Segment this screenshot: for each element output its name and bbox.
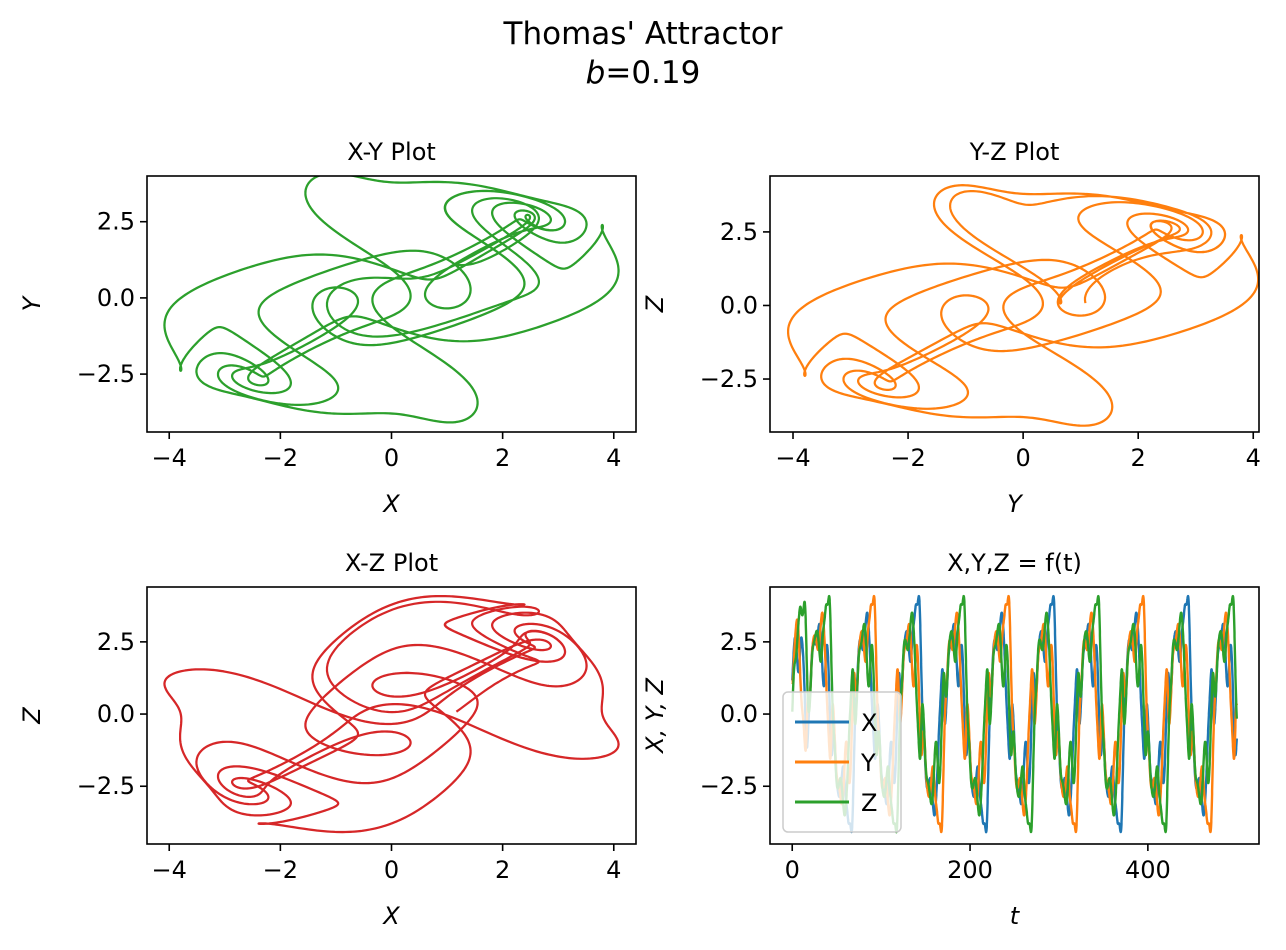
y-tick-label: −2.5 (700, 365, 758, 393)
x-tick-label: 4 (606, 444, 621, 472)
legend-label-z: Z (861, 789, 877, 817)
y-tick-label: 0.0 (97, 700, 135, 728)
subplot-1: −4 −2 0 2 4 −2.5 0.0 2.5 X-Y Plot X Y (18, 138, 637, 518)
x-tick-label: 0 (1015, 444, 1030, 472)
axes-frame (769, 175, 1260, 433)
x-tick-label: 400 (1125, 856, 1171, 884)
legend-label-y: Y (860, 749, 876, 777)
x-tick-label: 0 (384, 856, 399, 884)
y-axis-label: Z (18, 707, 46, 725)
x-tick-label: 2 (1131, 444, 1146, 472)
x-tick-label: 200 (947, 856, 993, 884)
plot-lines (163, 176, 620, 424)
subplot-4: 0 200 400 −2.5 0.0 2.5 X,Y,Z = f(t) t X, Y, Z XYZ (641, 549, 1260, 930)
x-axis-label: Y (1007, 490, 1024, 518)
subplot-title: Y-Z Plot (969, 138, 1060, 166)
subtitle-value: =0.19 (605, 55, 701, 91)
x-axis-label: X (381, 490, 400, 518)
y-tick-label: 0.0 (97, 284, 135, 312)
subplot-3: −4 −2 0 2 4 −2.5 0.0 2.5 X-Z Plot X Z (18, 549, 637, 930)
plot-lines (791, 594, 1238, 834)
plot-lines (163, 595, 620, 834)
xy-trajectory-line (163, 176, 620, 424)
subtitle-variable: b (585, 55, 606, 91)
x-tick-label: −2 (263, 856, 298, 884)
xz-trajectory-line (163, 595, 620, 834)
x-tick-label: −4 (152, 444, 187, 472)
x-tick-label: 4 (1246, 444, 1261, 472)
y-axis-label: X, Y, Z (641, 677, 669, 755)
x-axis-label: t (1010, 902, 1021, 930)
x-tick-label: −4 (775, 444, 810, 472)
subplot-title: X,Y,Z = f(t) (947, 549, 1082, 577)
y-tick-label: 2.5 (97, 208, 135, 236)
y-tick-label: −2.5 (700, 772, 758, 800)
y-axis-label: Y (18, 294, 46, 311)
figure-subtitle: b=0.19 (0, 55, 1286, 91)
axes-frame (769, 586, 1260, 845)
y-tick-label: 2.5 (97, 628, 135, 656)
x-tick-label: 0 (785, 856, 800, 884)
x-tick-label: −4 (152, 856, 187, 884)
y-tick-label: −2.5 (77, 360, 135, 388)
x-tick-label: −2 (263, 444, 298, 472)
series-line-z (791, 594, 1238, 834)
subplot-title: X-Z Plot (345, 549, 438, 577)
x-tick-label: 0 (384, 444, 399, 472)
subplot-title: X-Y Plot (347, 138, 436, 166)
y-tick-label: 0.0 (720, 291, 758, 319)
y-tick-label: 2.5 (720, 218, 758, 246)
x-tick-label: −2 (890, 444, 925, 472)
y-tick-label: 2.5 (720, 628, 758, 656)
y-tick-label: 0.0 (720, 700, 758, 728)
x-tick-label: 2 (495, 856, 510, 884)
yz-trajectory-line (787, 184, 1259, 427)
axes-frame (146, 586, 637, 845)
x-tick-label: 4 (606, 856, 621, 884)
x-tick-label: 2 (495, 444, 510, 472)
legend-label-x: X (861, 709, 877, 737)
x-axis-label: X (381, 902, 400, 930)
y-axis-label: Z (641, 295, 669, 313)
plot-lines (787, 184, 1259, 427)
y-tick-label: −2.5 (77, 772, 135, 800)
subplot-2: −4 −2 0 2 4 −2.5 0.0 2.5 Y-Z Plot Y Z (641, 138, 1261, 518)
legend: XYZ (782, 691, 902, 833)
figure-title: Thomas' Attractor (503, 16, 783, 52)
